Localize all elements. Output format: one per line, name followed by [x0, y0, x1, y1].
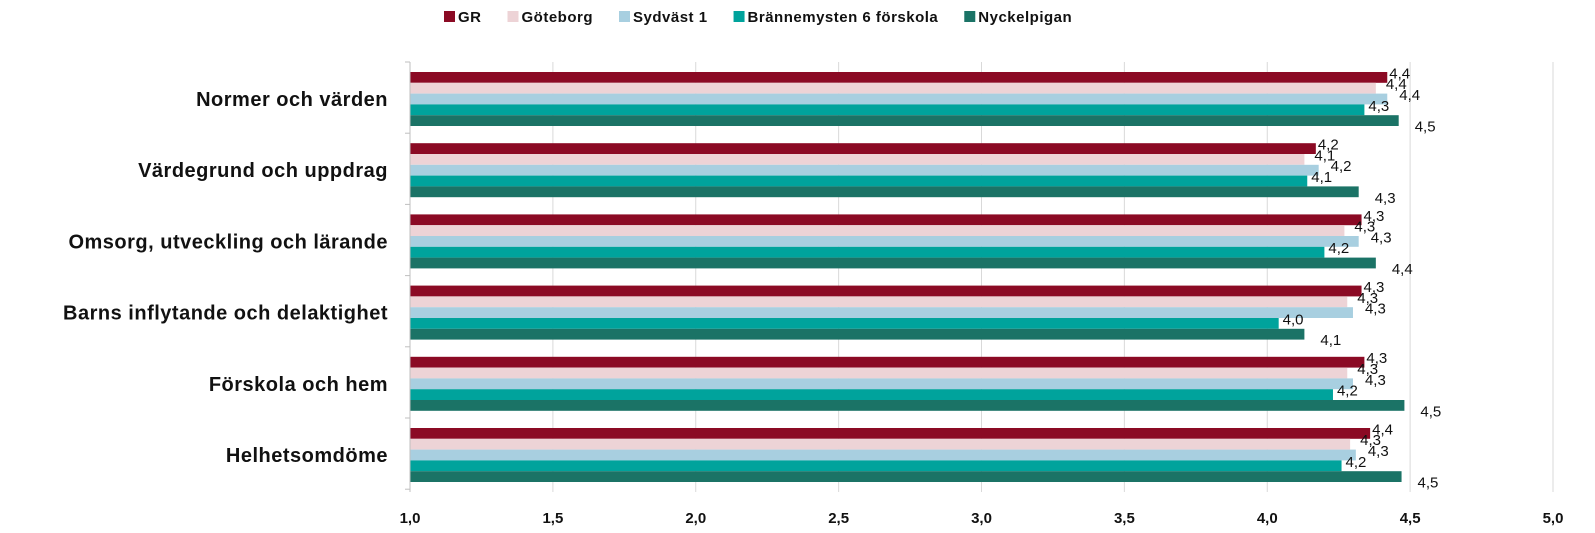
data-label: 4,3	[1364, 208, 1385, 225]
bar	[410, 389, 1333, 400]
bar	[410, 104, 1365, 116]
data-label: 4,3	[1368, 98, 1389, 115]
bar	[410, 115, 1399, 126]
bar	[410, 285, 1362, 297]
x-tick-label: 2,0	[685, 510, 706, 527]
x-tick-label: 4,5	[1400, 510, 1421, 527]
bar	[410, 154, 1305, 165]
bar	[410, 175, 1308, 187]
data-label: 4,2	[1318, 137, 1339, 154]
legend-label: Nyckelpigan	[978, 9, 1072, 26]
bar	[410, 400, 1405, 411]
data-label: 4,1	[1311, 169, 1332, 186]
bar	[410, 246, 1325, 258]
bar	[410, 449, 1356, 461]
category-label: Helhetsomdöme	[226, 445, 388, 467]
data-label: 4,5	[1420, 403, 1441, 420]
bar	[410, 236, 1359, 247]
bar	[410, 164, 1319, 176]
x-tick-label: 1,0	[400, 510, 421, 527]
x-tick-labels: 1,0 1,5 2,0 2,5 3,0 3,5 4,0 4,5 5,0	[400, 510, 1564, 527]
gridlines	[409, 62, 1554, 492]
bar	[410, 214, 1362, 226]
legend-swatch	[733, 11, 745, 22]
data-label: 4,3	[1365, 301, 1386, 318]
x-tick-label: 1,5	[542, 510, 563, 527]
data-label: 4,0	[1283, 311, 1304, 328]
data-label: 4,3	[1364, 279, 1385, 296]
bar	[410, 318, 1279, 329]
data-label: 4,2	[1331, 158, 1352, 175]
data-label: 4,3	[1365, 372, 1386, 389]
category-labels: Normer och värden Värdegrund och uppdrag O…	[63, 89, 388, 467]
legend-swatch	[964, 11, 976, 22]
data-label: 4,2	[1346, 454, 1367, 471]
data-label: 4,4	[1392, 261, 1413, 278]
category-axis	[405, 61, 411, 492]
data-label: 4,3	[1360, 432, 1381, 449]
bar	[410, 186, 1359, 198]
data-label: 4,4	[1389, 65, 1410, 82]
x-tick-label: 4,0	[1257, 510, 1278, 527]
data-label: 4,3	[1357, 290, 1378, 307]
data-label: 4,1	[1314, 147, 1335, 164]
category-label: Omsorg, utveckling och lärande	[68, 231, 388, 253]
x-tick-label: 2,5	[828, 510, 849, 527]
bar	[410, 328, 1305, 340]
data-label: 4,2	[1328, 240, 1349, 257]
legend-item: Göteborg	[507, 9, 594, 26]
bar	[410, 72, 1388, 83]
category-label: Värdegrund och uppdrag	[138, 160, 388, 182]
bar	[410, 257, 1376, 269]
data-label: 4,3	[1371, 229, 1392, 246]
legend-item: GR	[444, 9, 482, 26]
legend-item: Sydväst 1	[619, 9, 708, 26]
data-label: 4,1	[1320, 332, 1341, 349]
bar	[410, 143, 1316, 154]
data-label: 4,2	[1337, 383, 1358, 400]
bar	[410, 428, 1371, 439]
bar	[410, 438, 1351, 450]
data-label: 4,5	[1415, 119, 1436, 136]
bar	[410, 367, 1348, 379]
legend-label: Brännemysten 6 förskola	[748, 9, 939, 26]
bar	[410, 356, 1365, 368]
data-label: 4,3	[1375, 190, 1396, 207]
bar	[410, 307, 1353, 318]
data-label: 4,4	[1399, 87, 1420, 104]
bar	[410, 378, 1353, 390]
category-label: Normer och värden	[196, 89, 388, 111]
legend-swatch	[619, 11, 630, 22]
bar	[410, 225, 1345, 236]
data-label: 4,3	[1368, 443, 1389, 460]
category-label: Förskola och hem	[209, 374, 388, 396]
legend: GR Göteborg Sydväst 1 Brännemysten 6 försko…	[444, 9, 1072, 26]
legend-item: Brännemysten 6 förskola	[733, 9, 939, 26]
bar	[410, 93, 1388, 105]
data-label: 4,3	[1366, 350, 1387, 367]
bar	[410, 460, 1342, 472]
legend-swatch	[444, 11, 455, 22]
legend-label: GR	[458, 9, 482, 26]
x-tick-label: 5,0	[1543, 510, 1564, 527]
data-label: 4,3	[1354, 219, 1375, 236]
bar	[410, 296, 1348, 308]
legend-label: Sydväst 1	[633, 9, 708, 26]
legend-swatch	[507, 11, 519, 22]
data-label: 4,3	[1357, 361, 1378, 378]
category-label: Barns inflytande och delaktighet	[63, 303, 388, 325]
legend-label: Göteborg	[522, 9, 594, 26]
bar	[410, 471, 1402, 482]
bars	[410, 72, 1405, 482]
legend-item: Nyckelpigan	[964, 9, 1072, 26]
data-label: 4,4	[1372, 421, 1393, 438]
x-tick-label: 3,0	[971, 510, 992, 527]
data-labels: 4,44,44,44,34,54,24,14,24,14,34,34,34,34…	[1283, 65, 1442, 491]
data-label: 4,4	[1386, 76, 1407, 93]
x-tick-label: 3,5	[1114, 510, 1135, 527]
bar	[410, 82, 1376, 94]
data-label: 4,5	[1418, 475, 1439, 492]
